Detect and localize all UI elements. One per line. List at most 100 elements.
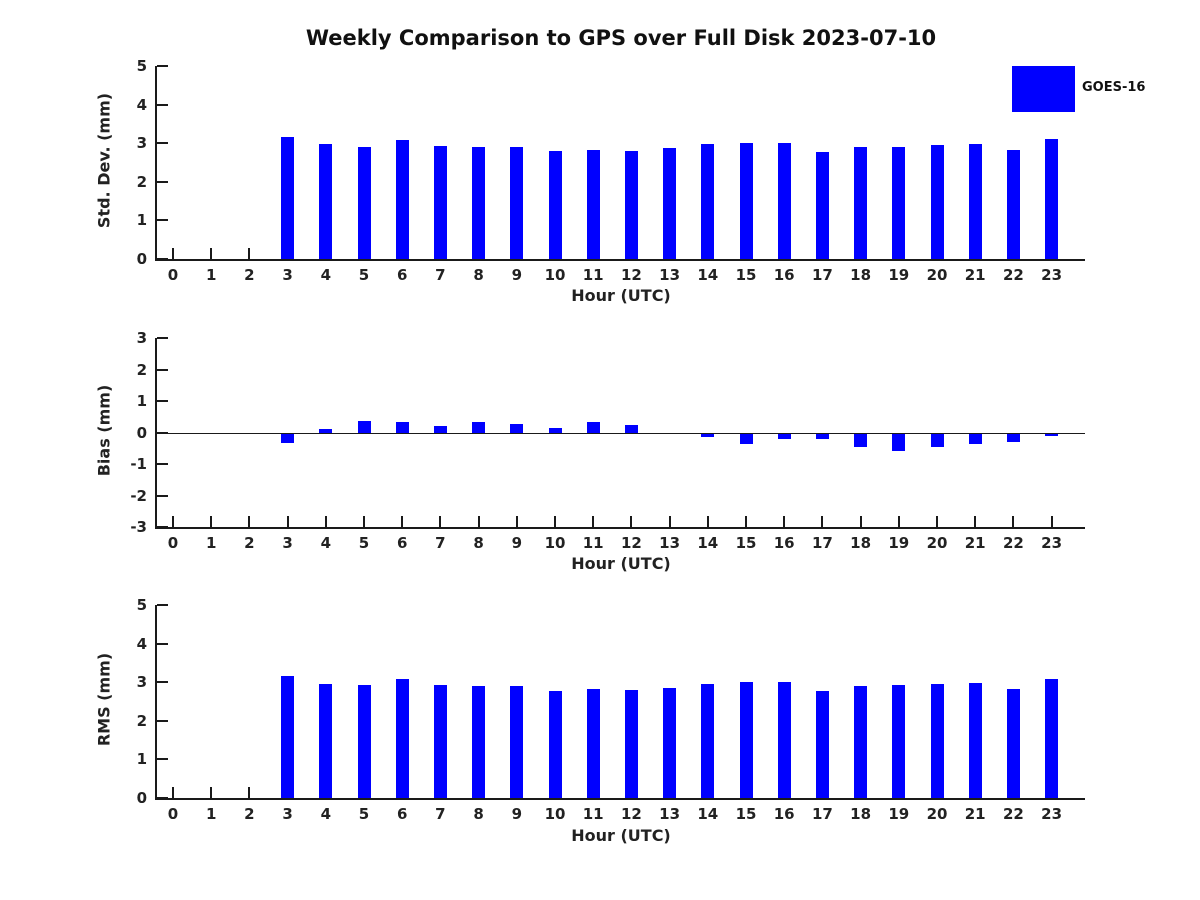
x-tick (248, 787, 251, 798)
x-tick (821, 516, 824, 527)
bar-hour-22 (1007, 150, 1020, 259)
bar-hour-12 (625, 151, 638, 259)
x-tick-label: 15 (735, 266, 757, 284)
x-tick-label: 7 (435, 805, 446, 823)
bar-hour-6 (396, 140, 409, 259)
x-tick (248, 248, 251, 259)
x-tick-label: 10 (544, 266, 566, 284)
x-tick-label: 6 (396, 805, 408, 823)
bar-hour-8 (472, 686, 485, 798)
y-axis-spine (155, 66, 157, 261)
x-tick-label: 17 (811, 805, 833, 823)
bar-hour-5 (358, 421, 371, 433)
y-axis-label-stddev: Std. Dev. (mm) (94, 92, 114, 229)
bar-hour-11 (587, 422, 600, 433)
y-tick (157, 642, 168, 645)
bar-hour-7 (434, 685, 447, 798)
x-tick-label: 21 (964, 805, 986, 823)
y-tick-label: 2 (136, 360, 147, 379)
x-tick (210, 787, 213, 798)
bar-hour-23 (1045, 679, 1058, 798)
x-tick-label: 5 (358, 805, 370, 823)
y-axis-label-rms: RMS (mm) (94, 652, 114, 747)
x-tick (783, 516, 786, 527)
bar-hour-8 (472, 147, 485, 259)
bar-hour-11 (587, 150, 600, 259)
bar-hour-3 (281, 434, 294, 443)
bar-hour-3 (281, 676, 294, 798)
x-tick-label: 0 (167, 266, 179, 284)
y-tick (157, 431, 168, 434)
x-tick-label: 1 (205, 805, 217, 823)
x-tick-label: 11 (582, 534, 604, 552)
x-tick-label: 7 (435, 266, 446, 284)
y-tick (157, 258, 168, 260)
bar-hour-8 (472, 422, 485, 433)
bar-hour-4 (319, 144, 332, 259)
x-tick-label: 13 (659, 534, 681, 552)
bar-hour-22 (1007, 689, 1020, 798)
x-tick-label: 4 (320, 534, 332, 552)
x-tick-label: 1 (205, 534, 217, 552)
bar-hour-15 (740, 143, 753, 259)
x-tick (363, 516, 365, 527)
bar-hour-6 (396, 679, 409, 798)
x-tick-label: 7 (435, 534, 446, 552)
x-tick (1012, 516, 1015, 527)
bar-hour-4 (319, 429, 332, 433)
y-tick (157, 219, 168, 222)
y-tick-label: 5 (136, 596, 147, 614)
bar-hour-9 (510, 424, 523, 433)
x-tick-label: 13 (659, 266, 681, 284)
bar-hour-6 (396, 422, 409, 433)
x-axis-spine (155, 798, 1085, 800)
x-tick-label: 15 (735, 534, 757, 552)
x-tick-label: 18 (850, 805, 872, 823)
x-tick-label: 0 (167, 534, 179, 552)
bar-hour-18 (854, 434, 867, 447)
y-tick-label: 3 (136, 134, 147, 153)
bar-hour-20 (931, 434, 944, 447)
x-tick (286, 516, 289, 527)
x-tick-label: 6 (396, 266, 408, 284)
y-tick-label: -2 (130, 486, 147, 505)
y-tick-label: 3 (136, 673, 147, 692)
y-tick (157, 797, 168, 799)
x-tick-label: 22 (1002, 805, 1024, 823)
x-tick-label: 18 (850, 534, 872, 552)
bar-hour-3 (281, 137, 294, 259)
x-tick-label: 8 (473, 534, 484, 552)
x-tick-label: 6 (396, 534, 408, 552)
x-tick (554, 516, 556, 527)
y-tick-label: 1 (136, 750, 147, 769)
x-tick (248, 516, 251, 527)
x-tick (897, 516, 900, 527)
x-tick-label: 21 (964, 534, 986, 552)
x-tick-label: 22 (1002, 266, 1024, 284)
x-tick (401, 516, 404, 527)
y-tick-label: 0 (136, 789, 147, 807)
bar-hour-13 (663, 688, 676, 798)
y-tick-label: 3 (136, 329, 147, 347)
x-tick-label: 0 (167, 805, 179, 823)
bar-hour-17 (816, 691, 829, 798)
x-tick-label: 2 (244, 805, 255, 823)
y-tick-label: -1 (130, 455, 147, 473)
x-tick-label: 20 (926, 805, 948, 823)
x-tick (859, 516, 862, 527)
x-tick-label: 9 (511, 534, 523, 552)
y-tick-label: 5 (136, 57, 147, 75)
x-tick-label: 20 (926, 266, 948, 284)
bar-hour-17 (816, 434, 829, 439)
legend-swatch (1012, 66, 1075, 112)
x-tick-label: 21 (964, 266, 986, 284)
y-tick (157, 463, 168, 465)
x-tick (936, 516, 938, 527)
x-tick (745, 516, 747, 527)
bar-hour-15 (740, 434, 753, 444)
bar-hour-16 (778, 143, 791, 259)
bar-hour-20 (931, 684, 944, 798)
y-axis-spine (155, 605, 157, 800)
x-tick-label: 2 (244, 534, 255, 552)
bar-hour-14 (701, 434, 714, 437)
